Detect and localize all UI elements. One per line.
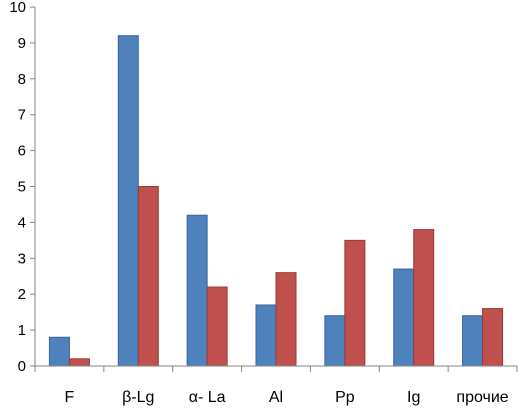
bars-layer xyxy=(48,35,504,367)
bar-s1-2 xyxy=(186,214,208,367)
bar-s1-5 xyxy=(393,268,415,367)
bar-s2-4 xyxy=(344,239,366,367)
y-tick-label-7: 7 xyxy=(18,107,26,124)
y-tick-label-9: 9 xyxy=(18,35,26,52)
bar-s1-0 xyxy=(48,336,70,367)
bar-s1-1 xyxy=(117,35,139,367)
y-tick-label-1: 1 xyxy=(18,322,26,339)
bar-s2-5 xyxy=(413,229,435,367)
x-tick-label-0: F xyxy=(65,389,75,406)
x-tick-label-2: α- La xyxy=(189,389,226,406)
x-tick-label-6: прочие xyxy=(456,389,508,406)
y-tick-label-10: 10 xyxy=(9,0,26,16)
bar-s2-1 xyxy=(137,186,159,367)
x-tick-label-4: Pp xyxy=(335,389,355,406)
y-tick-layer: 0 1 2 3 4 5 6 7 8 9 10 xyxy=(9,0,35,375)
x-tick-label-3: Al xyxy=(269,389,283,406)
x-tick-label-1: β-Lg xyxy=(122,389,154,406)
bar-s2-3 xyxy=(275,272,297,367)
bar-s1-4 xyxy=(324,315,346,367)
bar-s2-2 xyxy=(206,286,228,367)
y-tick-label-2: 2 xyxy=(18,286,26,303)
y-tick-label-8: 8 xyxy=(18,71,26,88)
y-tick-label-6: 6 xyxy=(18,143,26,160)
y-tick-label-5: 5 xyxy=(18,179,26,196)
bar-s2-0 xyxy=(68,358,90,367)
bar-s1-6 xyxy=(462,315,484,367)
x-tick-label-5: Ig xyxy=(407,389,420,406)
bar-s1-3 xyxy=(255,304,277,367)
y-tick-label-0: 0 xyxy=(18,358,26,375)
bar-s2-6 xyxy=(482,308,504,367)
y-tick-label-4: 4 xyxy=(18,214,26,231)
y-tick-label-3: 3 xyxy=(18,250,26,267)
